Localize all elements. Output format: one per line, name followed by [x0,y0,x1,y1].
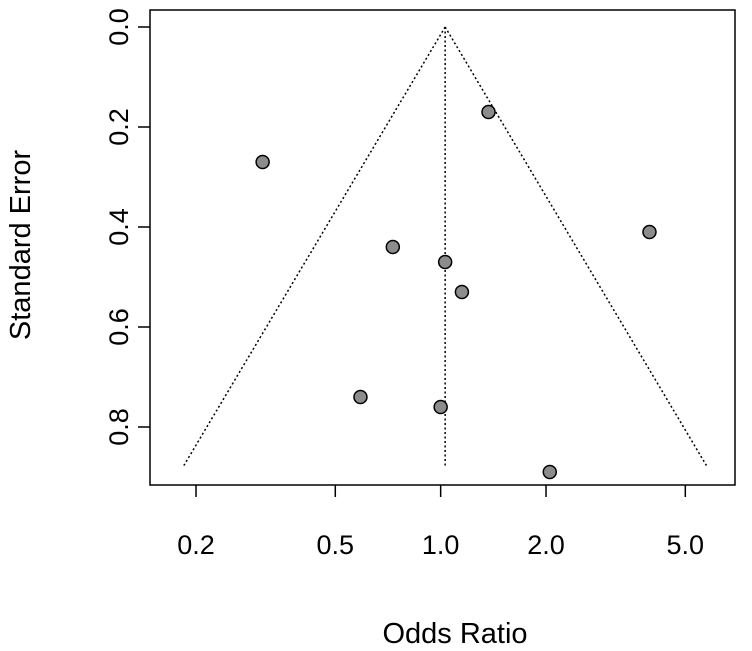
data-point [385,239,401,255]
x-axis-label: Odds Ratio [382,618,527,650]
data-point [353,389,368,405]
data-point [542,464,558,480]
funnel-lines [182,26,708,468]
x-tick-label: 5.0 [667,530,705,560]
data-points [255,104,657,480]
plot-frame [149,9,736,486]
funnel-right-line [444,26,708,468]
y-tick-label: 0.0 [104,8,134,46]
y-tick-label: 0.8 [104,408,134,446]
y-axis: 0.0 0.2 0.4 0.6 0.8 [104,8,150,446]
x-tick-label: 1.0 [422,530,460,560]
data-point [255,154,270,170]
x-tick-label: 2.0 [527,530,565,560]
y-tick-label: 0.4 [104,208,134,246]
x-axis: 0.2 0.5 1.0 2.0 5.0 [177,485,704,560]
y-tick-label: 0.2 [104,108,134,146]
y-tick-label: 0.6 [104,308,134,346]
x-tick-label: 0.2 [177,530,215,560]
data-point [454,284,470,300]
y-axis-label: Standard Error [5,150,37,341]
data-point [481,104,496,120]
data-point [437,254,453,270]
funnel-left-line [182,26,446,468]
x-tick-label: 0.5 [317,530,355,560]
data-point [642,224,657,240]
data-point [433,399,448,415]
